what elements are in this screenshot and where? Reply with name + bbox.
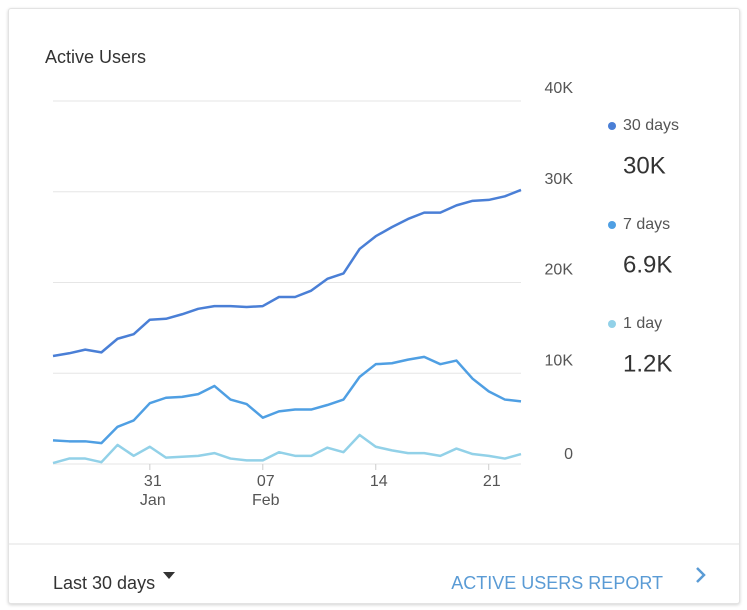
- legend-label: 7 days: [623, 216, 670, 233]
- x-tick-label: 14: [369, 473, 388, 490]
- legend-value: 1.2K: [623, 350, 672, 377]
- date-range-dropdown[interactable]: Last 30 days: [53, 573, 156, 593]
- dropdown-arrow[interactable]: [163, 572, 175, 579]
- series-line: [52, 433, 522, 465]
- x-tick-label: 07 Feb: [252, 473, 280, 509]
- legend-label: 1 day: [623, 315, 662, 332]
- y-tick-label: 20K: [545, 262, 574, 279]
- y-tick-label: 40K: [545, 80, 574, 97]
- chart-title: Active Users: [45, 47, 146, 67]
- legend-marker: [608, 320, 616, 328]
- chevron[interactable]: [696, 567, 706, 583]
- card: Active Users 0 10K 20K 30K 40K 30 days 30K 7 da…: [8, 8, 740, 604]
- series-line: [52, 188, 522, 358]
- chart: Active Users 0 10K 20K 30K 40K 30 days 30K 7 da…: [9, 47, 739, 583]
- series-line: [52, 355, 522, 445]
- legend-value: 30K: [623, 152, 666, 179]
- legend-marker: [608, 122, 616, 130]
- legend-value: 6.9K: [623, 251, 672, 278]
- legend-label: 30 days: [623, 117, 679, 134]
- x-tick-label: 31 Jan: [139, 473, 166, 509]
- y-tick-label: 10K: [545, 352, 574, 369]
- x-tick-label: 21: [482, 473, 501, 490]
- legend-marker: [608, 221, 616, 229]
- y-tick-label: 0: [564, 446, 573, 463]
- report-link[interactable]: ACTIVE USERS REPORT: [451, 573, 663, 593]
- y-tick-label: 30K: [545, 171, 574, 188]
